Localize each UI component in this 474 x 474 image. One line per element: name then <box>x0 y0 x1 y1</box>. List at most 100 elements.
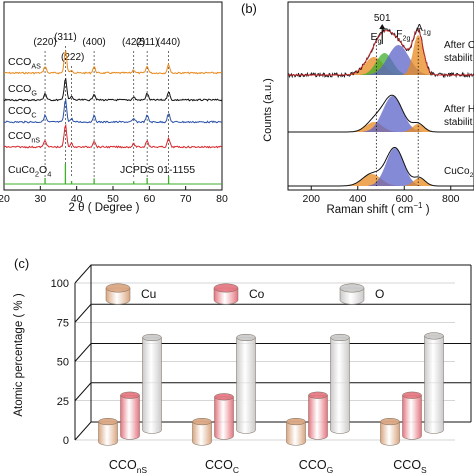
panel-a-reference-sticks: CuCo2O4 JCPDS 01-1155 <box>4 164 222 185</box>
trace-label-as: CCOAS <box>8 56 41 70</box>
panel-c-legend: Cu Co O <box>105 283 384 305</box>
reference-card: JCPDS 01-1155 <box>120 164 195 176</box>
y-tick-label: 50 <box>57 357 69 369</box>
raman-marker-arrowhead <box>379 24 386 29</box>
panel-a-x-ticks: 20 30 40 50 60 70 80 <box>0 186 228 205</box>
panel-c-atomic-percentage: (c) Atomic percentage ( % ) 0 25 50 75 100 C… <box>13 256 472 474</box>
x-tick-label: 40 <box>71 193 83 205</box>
cylinder-top <box>286 418 306 426</box>
bar-o-2 <box>330 333 350 434</box>
raman-marker-label: 501 <box>374 13 391 24</box>
cylinder-top <box>402 391 422 399</box>
cylinder-top <box>308 391 328 399</box>
cylinder-top <box>192 418 212 426</box>
cylinder-body <box>402 394 422 440</box>
x-tick-label: 80 <box>216 193 228 205</box>
x-tick-label: 60 <box>143 193 155 205</box>
y-tick-label: 25 <box>57 396 69 408</box>
cylinder-top <box>214 393 234 401</box>
cylinder-body <box>424 335 444 434</box>
x-tick-label: 30 <box>34 193 46 205</box>
trace-label-ns: CCOnS <box>8 130 40 144</box>
legend-swatch-co <box>213 283 239 305</box>
cylinder-body <box>286 421 306 446</box>
cylinder-body <box>236 337 256 434</box>
raman-spectrum-label: stabilit <box>444 53 473 64</box>
cylinder-body <box>308 394 328 440</box>
peak-hkl-label: (222) <box>61 52 84 63</box>
x-tick-label: 400 <box>349 193 367 205</box>
raman-mid-a1g-area <box>400 124 436 132</box>
cylinder-top <box>339 283 365 293</box>
x-tick-label: 600 <box>395 193 413 205</box>
category-label: CCOG <box>299 458 333 474</box>
panel-a-peak-lines: (220)(311) (222) (400) (422)(511)(440) <box>33 32 180 178</box>
raman-mode-label: F2g <box>396 28 410 42</box>
y-tick-label: 100 <box>51 278 69 290</box>
raman-spectrum-label: stabilit <box>444 117 473 128</box>
category-label: CCOC <box>205 458 239 474</box>
cylinder-body <box>120 394 140 440</box>
cylinder-top <box>213 283 239 293</box>
cylinder-body <box>339 287 365 305</box>
x-tick-label: 800 <box>442 193 460 205</box>
panel-c-bars <box>98 332 444 446</box>
bar-o-1 <box>236 333 256 434</box>
panel-b-frame <box>287 1 474 191</box>
panel-a-traces: CCOAS CCOG CCOC CCOnS <box>3 50 223 149</box>
panel-b-raman: (b) Counts (a.u.) 501 Eg F2g A1g After C stab… <box>241 1 474 216</box>
reference-formula: CuCo2O4 <box>8 164 51 179</box>
trace-label-c: CCOC <box>8 105 37 119</box>
category-label: CCOnS <box>109 458 148 474</box>
xrd-trace-c <box>3 98 223 124</box>
gridline <box>74 303 471 323</box>
panel-a-x-label: 2 θ ( Degree ) <box>69 202 140 214</box>
raman-top-fit <box>288 29 474 76</box>
bar-co-1 <box>214 393 234 440</box>
gridline <box>74 264 471 284</box>
bar-cu-3 <box>380 418 400 446</box>
peak-hkl-label: (422) <box>122 37 145 48</box>
xrd-trace-as <box>3 50 223 75</box>
raman-spectrum-label: After H <box>444 104 474 115</box>
cylinder-top <box>105 283 131 293</box>
peak-hkl-label: (511) <box>136 37 159 48</box>
panel-b-y-label: Counts (a.u.) <box>262 78 274 142</box>
cylinder-top <box>236 333 256 342</box>
y-tick-label: 75 <box>57 317 69 329</box>
legend-label-cu: Cu <box>141 287 156 301</box>
panel-c-y-label: Atomic percentage ( % ) <box>13 293 25 417</box>
raman-bot-a1g-area <box>401 178 437 186</box>
raman-mode-label: Eg <box>371 31 382 45</box>
cylinder-body <box>192 421 212 446</box>
trace-label-g: CCOG <box>8 83 37 97</box>
raman-bot-data <box>288 147 474 187</box>
cylinder-body <box>105 287 131 305</box>
raman-mid-data <box>288 94 474 133</box>
gridline <box>74 343 471 362</box>
cylinder-top <box>380 418 400 426</box>
panel-c-label: (c) <box>14 256 29 271</box>
legend-swatch-cu <box>105 283 131 305</box>
bar-cu-2 <box>286 418 306 446</box>
bar-o-3 <box>424 332 444 434</box>
peak-hkl-label: (400) <box>82 37 105 48</box>
raman-mid-f2g-area <box>363 96 422 132</box>
peak-hkl-label: (440) <box>157 37 180 48</box>
panel-c-category-labels: CCOnS CCOC CCOG CCOS <box>109 458 427 474</box>
legend-label-o: O <box>375 287 384 301</box>
legend-swatch-o <box>339 283 365 305</box>
raman-spectrum-label: CuCo2 <box>444 166 474 179</box>
cylinder-top <box>98 418 118 426</box>
xrd-trace-ns <box>3 123 223 149</box>
cylinder-top <box>142 333 162 342</box>
x-tick-label: 70 <box>180 193 192 205</box>
panel-b-x-ticks: 200 400 600 800 <box>302 186 460 205</box>
x-tick-label: 50 <box>107 193 119 205</box>
cylinder-body <box>98 421 118 446</box>
cylinder-body <box>330 337 350 434</box>
x-tick-label: 200 <box>302 193 320 205</box>
category-label: CCOS <box>393 458 427 474</box>
cylinder-body <box>214 396 234 440</box>
